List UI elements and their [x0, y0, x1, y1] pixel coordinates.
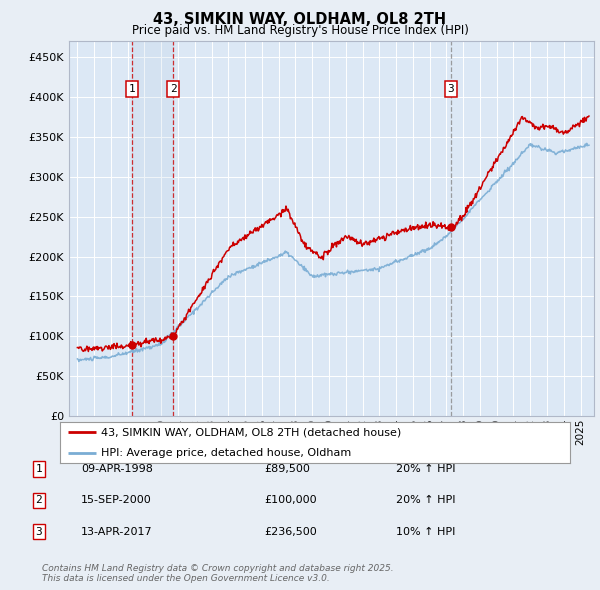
- Text: 1: 1: [35, 464, 43, 474]
- Text: £236,500: £236,500: [264, 527, 317, 536]
- Text: HPI: Average price, detached house, Oldham: HPI: Average price, detached house, Oldh…: [101, 448, 351, 458]
- Text: 13-APR-2017: 13-APR-2017: [81, 527, 152, 536]
- Text: 10% ↑ HPI: 10% ↑ HPI: [396, 527, 455, 536]
- Text: £100,000: £100,000: [264, 496, 317, 505]
- Text: 43, SIMKIN WAY, OLDHAM, OL8 2TH: 43, SIMKIN WAY, OLDHAM, OL8 2TH: [154, 12, 446, 27]
- Text: 1: 1: [129, 84, 136, 94]
- Text: 20% ↑ HPI: 20% ↑ HPI: [396, 496, 455, 505]
- Text: £89,500: £89,500: [264, 464, 310, 474]
- Text: 20% ↑ HPI: 20% ↑ HPI: [396, 464, 455, 474]
- Bar: [132, 41, 173, 416]
- Text: 15-SEP-2000: 15-SEP-2000: [81, 496, 152, 505]
- Text: 2: 2: [170, 84, 176, 94]
- Text: 2: 2: [35, 496, 43, 505]
- Text: Contains HM Land Registry data © Crown copyright and database right 2025.
This d: Contains HM Land Registry data © Crown c…: [42, 563, 394, 583]
- Text: 3: 3: [448, 84, 454, 94]
- Text: 43, SIMKIN WAY, OLDHAM, OL8 2TH (detached house): 43, SIMKIN WAY, OLDHAM, OL8 2TH (detache…: [101, 427, 401, 437]
- Text: 3: 3: [35, 527, 43, 536]
- Text: 09-APR-1998: 09-APR-1998: [81, 464, 153, 474]
- Text: Price paid vs. HM Land Registry's House Price Index (HPI): Price paid vs. HM Land Registry's House …: [131, 24, 469, 37]
